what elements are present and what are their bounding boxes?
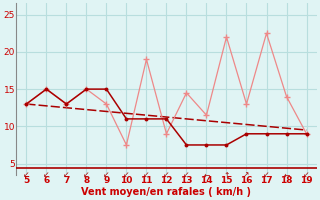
Text: ↙: ↙: [183, 171, 190, 180]
Text: ↑: ↑: [223, 171, 230, 180]
Text: ↙: ↙: [103, 171, 109, 180]
Text: ↙: ↙: [123, 171, 130, 180]
Text: ←: ←: [203, 171, 210, 180]
X-axis label: Vent moyen/en rafales ( km/h ): Vent moyen/en rafales ( km/h ): [82, 187, 252, 197]
Text: ↙: ↙: [43, 171, 50, 180]
Text: ↙: ↙: [83, 171, 90, 180]
Text: ↙: ↙: [263, 171, 270, 180]
Text: ↗: ↗: [243, 171, 250, 180]
Text: ←: ←: [283, 171, 290, 180]
Text: ↙: ↙: [303, 171, 310, 180]
Text: ↙: ↙: [163, 171, 170, 180]
Text: ↙: ↙: [63, 171, 69, 180]
Text: ↙: ↙: [23, 171, 29, 180]
Text: ↙: ↙: [143, 171, 150, 180]
